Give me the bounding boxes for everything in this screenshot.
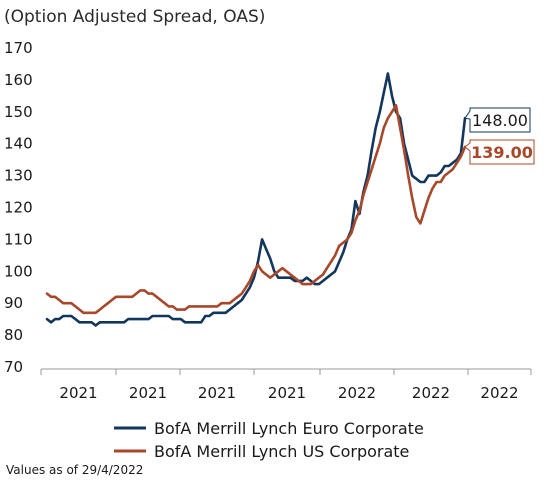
chart-title: (Option Adjusted Spread, OAS) [4, 7, 265, 27]
footnote: Values as of 29/4/2022 [6, 463, 143, 477]
y-tick-label: 80 [4, 326, 23, 344]
x-tick-label: 2022 [480, 384, 518, 402]
y-axis: 70 80 90 100 110 120 130 140 150 160 170 [4, 39, 33, 376]
callout-value-us-corporate: 139.00 [471, 143, 533, 162]
y-tick-label: 140 [4, 135, 33, 153]
legend: BofA Merrill Lynch Euro Corporate BofA Me… [114, 419, 424, 461]
y-tick-label: 150 [4, 103, 33, 121]
callout-value-euro-corporate: 148.00 [472, 111, 528, 130]
callout-box-us-corporate [464, 139, 535, 165]
x-tick-label: 2021 [268, 384, 306, 402]
callout-box-euro-corporate [464, 107, 531, 133]
x-tick-label: 2021 [59, 384, 97, 402]
y-tick-label: 130 [4, 167, 33, 185]
y-tick-label: 110 [4, 230, 33, 248]
y-tick-label: 100 [4, 262, 33, 280]
y-tick-label: 120 [4, 199, 33, 217]
series-line-us-corporate [45, 104, 467, 315]
x-tick-label: 2021 [129, 384, 167, 402]
series-line-euro-corporate [45, 72, 467, 327]
y-tick-label: 90 [4, 294, 23, 312]
x-tick-label: 2022 [338, 384, 376, 402]
y-tick-label: 160 [4, 71, 33, 89]
x-tick-label: 2022 [412, 384, 450, 402]
x-tick-label: 2021 [198, 384, 236, 402]
y-tick-label: 170 [4, 39, 33, 57]
legend-label-euro-corporate: BofA Merrill Lynch Euro Corporate [154, 419, 424, 438]
series-layer [45, 72, 467, 327]
x-axis: 2021 2021 2021 2021 2022 2022 2022 [40, 369, 532, 402]
y-tick-label: 70 [4, 358, 23, 376]
end-value-callouts: 148.00 139.00 [464, 107, 535, 165]
legend-label-us-corporate: BofA Merrill Lynch US Corporate [154, 442, 409, 461]
